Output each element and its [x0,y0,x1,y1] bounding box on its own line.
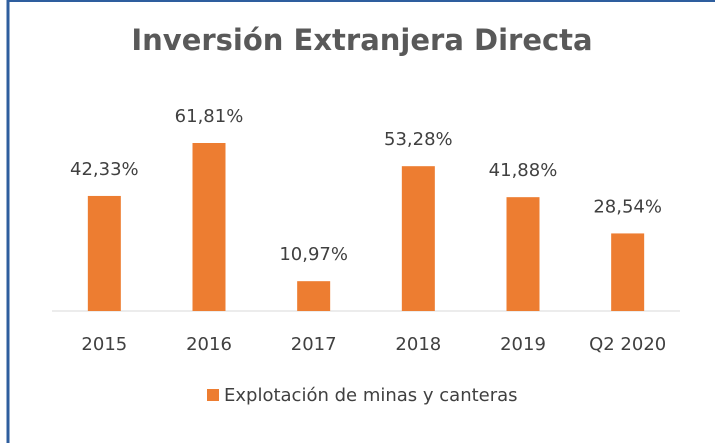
data-label: 61,81% [175,106,244,127]
bar [192,143,226,311]
x-tick-label: 2019 [500,334,546,355]
x-tick-label: 2018 [395,334,441,355]
bar [401,166,435,311]
bar [611,233,645,311]
bar [506,197,540,311]
chart-title: Inversión Extranjera Directa [131,23,592,57]
bar [297,281,331,311]
legend-swatch [207,389,219,401]
x-tick-label: 2016 [186,334,232,355]
x-tick-label: 2015 [81,334,127,355]
data-label: 41,88% [489,160,558,181]
data-label: 10,97% [279,244,348,265]
data-label: 28,54% [593,196,662,217]
x-tick-label: 2017 [291,334,337,355]
legend-label: Explotación de minas y canteras [224,385,518,406]
bar [87,195,121,311]
data-label: 42,33% [70,159,139,180]
data-label: 53,28% [384,129,453,150]
x-tick-label: Q2 2020 [589,334,666,355]
